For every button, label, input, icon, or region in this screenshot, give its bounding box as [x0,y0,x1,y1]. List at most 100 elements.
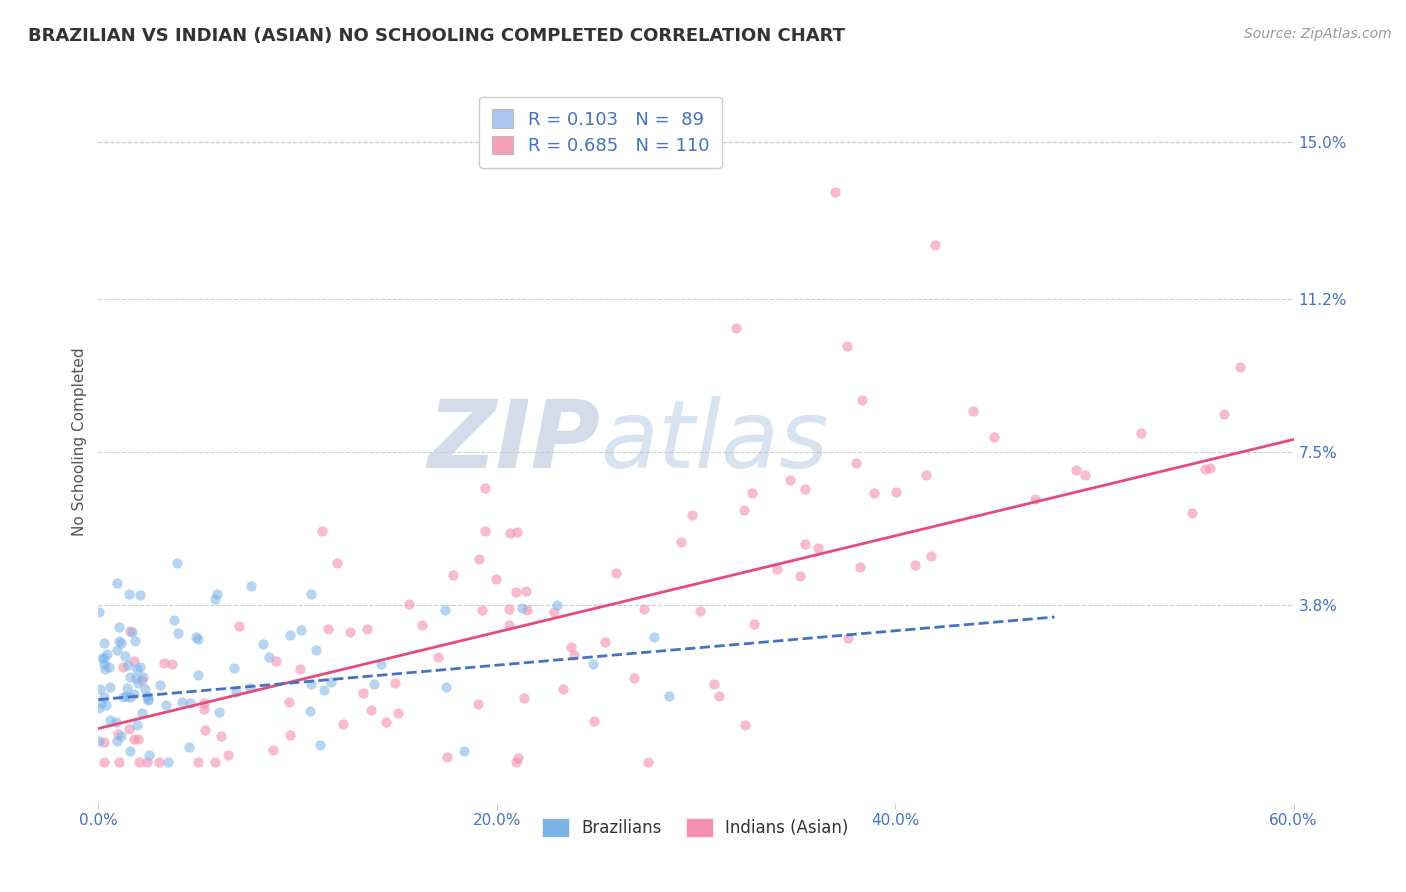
Point [724,321,747,335]
Point [132,670,155,684]
Point [498,602,520,616]
Point [120,690,142,704]
Point [863,486,886,500]
Point [105,734,128,748]
Point [134,682,156,697]
Point [593,635,616,649]
Text: atlas: atlas [600,396,828,487]
Point [93,636,115,650]
Point [924,238,946,252]
Point [398,597,420,611]
Point [299,587,322,601]
Point [689,604,711,618]
Point [734,718,756,732]
Point [290,623,312,637]
Point [124,634,146,648]
Point [136,755,159,769]
Point [278,728,301,742]
Point [505,585,527,599]
Point [252,637,274,651]
Point [467,697,489,711]
Point [671,534,693,549]
Point [703,677,725,691]
Point [224,661,246,675]
Point [474,482,496,496]
Point [177,739,200,754]
Point [1181,506,1204,520]
Point [453,743,475,757]
Point [105,576,128,591]
Point [107,726,129,740]
Point [155,698,177,713]
Point [352,686,374,700]
Point [553,681,575,696]
Point [824,185,846,199]
Point [122,732,145,747]
Point [117,657,139,672]
Point [128,755,150,769]
Point [658,689,681,703]
Point [299,677,322,691]
Point [837,339,859,353]
Point [124,687,146,701]
Point [1213,407,1236,421]
Point [765,561,787,575]
Point [605,566,627,581]
Point [122,654,145,668]
Point [225,684,247,698]
Point [319,674,342,689]
Point [837,631,859,645]
Point [962,404,984,418]
Point [512,691,534,706]
Point [505,524,527,539]
Point [118,722,141,736]
Point [299,704,322,718]
Point [217,748,239,763]
Point [793,537,815,551]
Point [120,624,142,638]
Point [789,569,811,583]
Point [485,572,508,586]
Point [204,591,226,606]
Point [637,755,659,769]
Point [110,729,132,743]
Point [499,525,522,540]
Point [1229,359,1251,374]
Point [498,618,520,632]
Point [360,703,382,717]
Point [93,657,115,671]
Point [136,691,159,706]
Point [288,662,311,676]
Point [208,705,231,719]
Point [187,668,209,682]
Point [920,549,942,564]
Point [228,619,250,633]
Point [356,622,378,636]
Point [131,706,153,720]
Point [107,755,129,769]
Point [262,743,284,757]
Point [179,696,201,710]
Text: Source: ZipAtlas.com: Source: ZipAtlas.com [1244,27,1392,41]
Point [363,677,385,691]
Point [560,640,582,655]
Point [427,650,450,665]
Point [623,671,645,685]
Point [149,678,172,692]
Point [794,482,817,496]
Point [582,657,605,671]
Point [1194,462,1216,476]
Point [375,714,398,729]
Point [510,600,533,615]
Point [172,695,194,709]
Point [107,634,129,648]
Point [387,706,409,720]
Point [94,698,117,712]
Point [93,735,115,749]
Point [89,734,111,748]
Point [471,603,494,617]
Point [318,622,340,636]
Point [153,656,176,670]
Point [433,602,456,616]
Point [543,605,565,619]
